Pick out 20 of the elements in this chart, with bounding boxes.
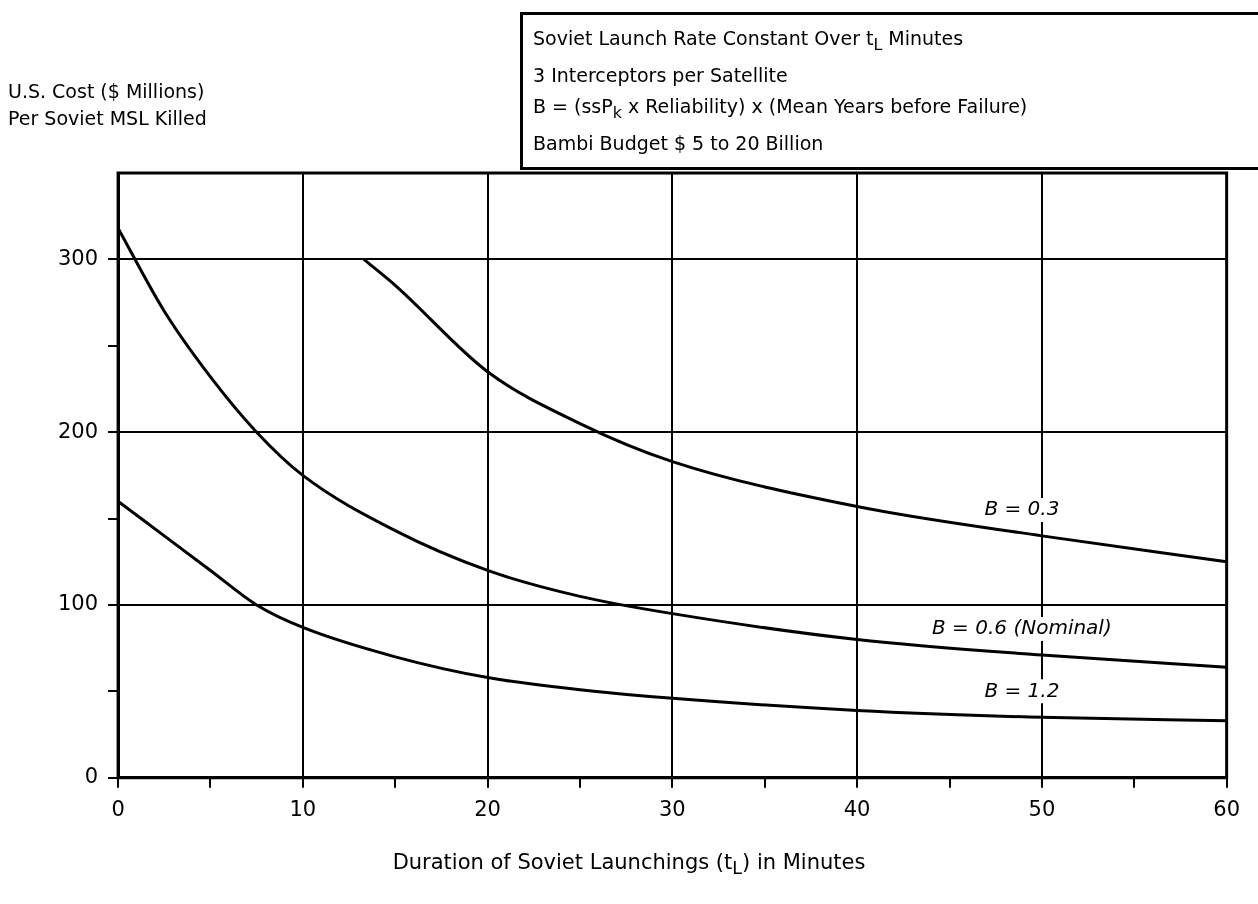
y-tick-label: 200 xyxy=(57,418,99,443)
x-tick-label: 50 xyxy=(1028,796,1056,821)
text: Soviet Launch Rate Constant Over t$_{L}$ Minutes xyxy=(533,26,965,56)
x-tick-label: 0 xyxy=(111,796,125,821)
series-label: B = 0.3 xyxy=(984,496,1060,521)
y-tick-label: 300 xyxy=(57,245,99,270)
text: 3 Interceptors per Satellite xyxy=(533,62,789,88)
series-label: B = 1.2 xyxy=(984,677,1060,702)
x-tick-label: 30 xyxy=(658,796,686,821)
y-axis-title: U.S. Cost ($ Millions) Per Soviet MSL Killed xyxy=(8,79,207,131)
x-tick-label: 10 xyxy=(289,796,317,821)
x-tick-label: 60 xyxy=(1213,796,1241,821)
x-tick-label: 40 xyxy=(843,796,871,821)
text: B = (ssP$_{k}$ x Reliability) x (Mean Years before Failure) xyxy=(533,93,1029,124)
text: Bambi Budget $ 5 to 20 Billion xyxy=(533,130,825,156)
x-axis-title: Duration of Soviet Launchings (t$_{L}$) in Minutes xyxy=(391,850,867,879)
series-label: B = 0.6 (Nominal) xyxy=(932,615,1112,640)
y-tick-label: 0 xyxy=(84,764,99,789)
x-tick-label: 20 xyxy=(474,796,501,821)
y-tick-label: 100 xyxy=(57,591,99,616)
